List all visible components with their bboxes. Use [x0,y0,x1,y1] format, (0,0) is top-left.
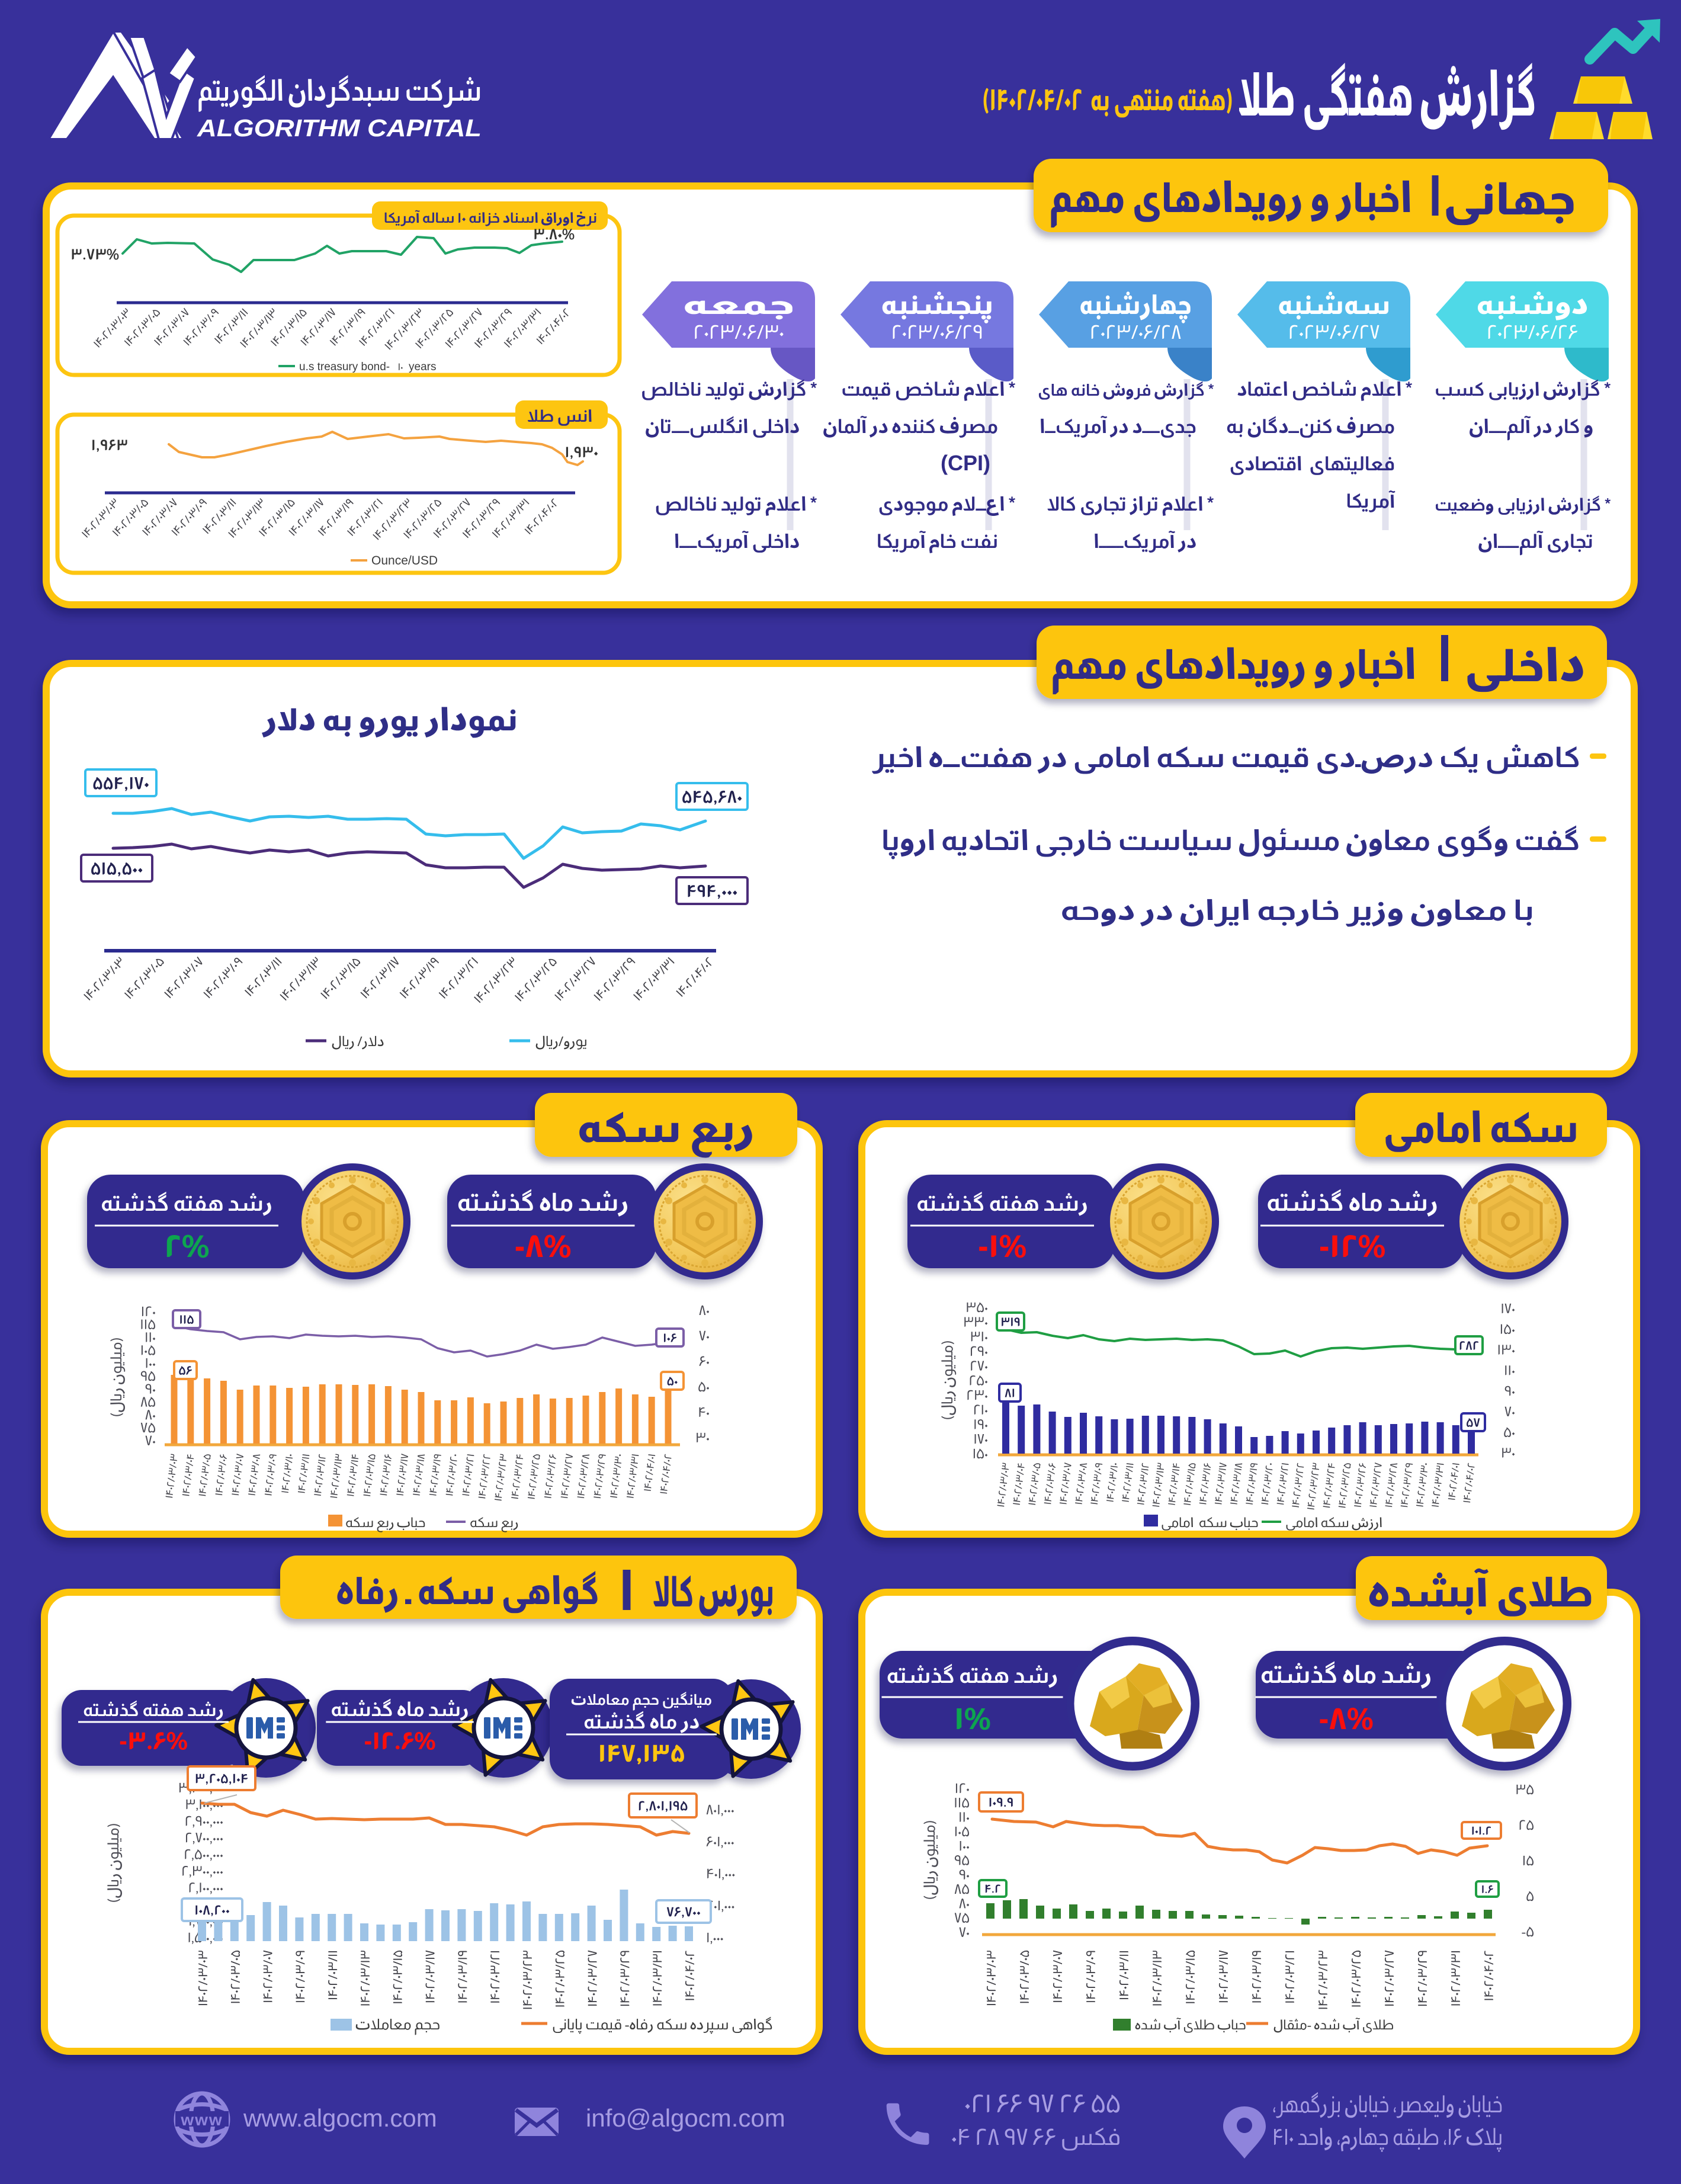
svg-text:www: www [180,2111,223,2129]
svg-text:years: years [409,361,436,373]
svg-text:(CPI): (CPI) [941,451,990,475]
svg-text:ALGORITHM CAPITAL: ALGORITHM CAPITAL [197,114,482,142]
svg-text:Ounce/USD: Ounce/USD [371,554,438,567]
svg-text:www.algocm.com: www.algocm.com [243,2104,437,2132]
svg-text:u.s treasury bond-: u.s treasury bond- [299,361,390,373]
svg-text:info@algocm.com: info@algocm.com [586,2104,785,2132]
